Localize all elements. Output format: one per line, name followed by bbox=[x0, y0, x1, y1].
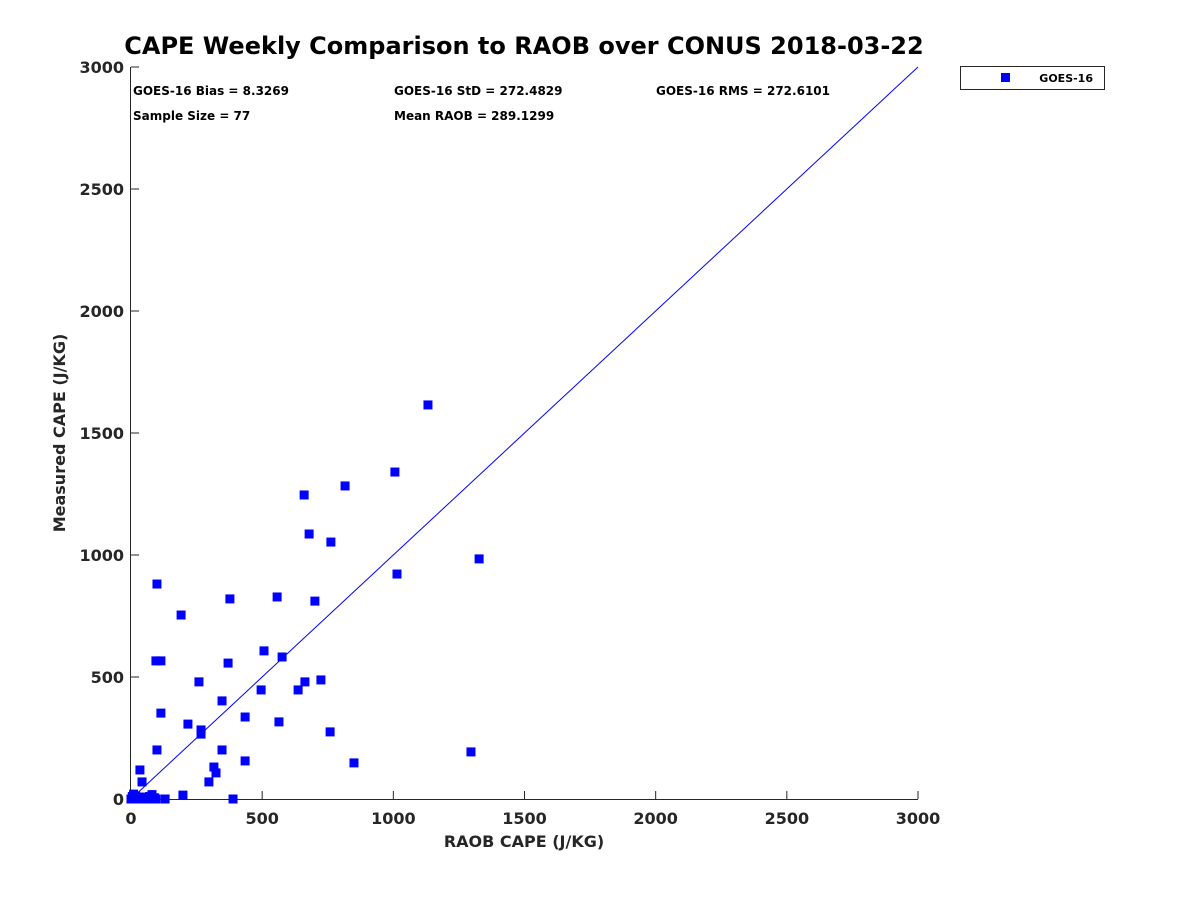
legend-label: GOES-16 bbox=[1039, 72, 1093, 85]
x-tick-label: 1500 bbox=[502, 809, 547, 828]
data-point bbox=[204, 777, 214, 787]
data-point bbox=[196, 729, 206, 739]
data-point bbox=[304, 529, 314, 539]
x-tick-label: 3000 bbox=[896, 809, 941, 828]
data-point bbox=[392, 569, 402, 579]
y-tick-label: 500 bbox=[91, 668, 124, 687]
data-point bbox=[156, 708, 166, 718]
data-point bbox=[152, 579, 162, 589]
y-tick-label: 2000 bbox=[79, 302, 124, 321]
y-tick-label: 3000 bbox=[79, 58, 124, 77]
stat-rms: GOES-16 RMS = 272.6101 bbox=[656, 84, 830, 98]
data-point bbox=[277, 652, 287, 662]
data-point bbox=[299, 490, 309, 500]
data-point bbox=[300, 677, 310, 687]
data-point bbox=[217, 696, 227, 706]
legend: GOES-16 bbox=[960, 66, 1105, 90]
data-point bbox=[151, 656, 161, 666]
stat-mean-raob: Mean RAOB = 289.1299 bbox=[394, 109, 554, 123]
data-point bbox=[240, 756, 250, 766]
data-point bbox=[390, 467, 400, 477]
data-point bbox=[349, 758, 359, 768]
data-point bbox=[223, 658, 233, 668]
stat-sample-size: Sample Size = 77 bbox=[133, 109, 250, 123]
data-point bbox=[272, 592, 282, 602]
data-point bbox=[423, 400, 433, 410]
data-point bbox=[466, 747, 476, 757]
data-points bbox=[126, 400, 484, 804]
data-point bbox=[149, 794, 159, 804]
data-point bbox=[325, 727, 335, 737]
data-point bbox=[340, 481, 350, 491]
data-point bbox=[156, 656, 166, 666]
data-point bbox=[310, 596, 320, 606]
data-point bbox=[183, 719, 193, 729]
x-tick-label: 2500 bbox=[765, 809, 810, 828]
data-point bbox=[256, 685, 266, 695]
data-point bbox=[228, 794, 238, 804]
data-point bbox=[217, 745, 227, 755]
stats-annotations: GOES-16 Bias = 8.3269 GOES-16 StD = 272.… bbox=[133, 84, 830, 123]
data-point bbox=[209, 762, 219, 772]
x-axis-label: RAOB CAPE (J/KG) bbox=[444, 832, 604, 851]
data-point bbox=[240, 712, 250, 722]
stat-std: GOES-16 StD = 272.4829 bbox=[394, 84, 563, 98]
axes: 0 500 1000 1500 2000 2500 3000 0 500 1000 1500 2000… bbox=[79, 58, 940, 828]
chart-title: CAPE Weekly Comparison to RAOB over CONU… bbox=[124, 32, 923, 60]
data-point bbox=[176, 610, 186, 620]
legend-marker bbox=[1001, 73, 1010, 82]
y-tick-label: 2500 bbox=[79, 180, 124, 199]
legend-box bbox=[960, 66, 1105, 90]
y-tick-label: 1000 bbox=[79, 546, 124, 565]
data-point bbox=[178, 790, 188, 800]
data-point bbox=[274, 717, 284, 727]
x-tick-label: 500 bbox=[245, 809, 278, 828]
y-axis-label: Measured CAPE (J/KG) bbox=[50, 334, 69, 533]
data-point bbox=[137, 777, 147, 787]
data-point bbox=[474, 554, 484, 564]
data-point bbox=[259, 646, 269, 656]
stat-bias: GOES-16 Bias = 8.3269 bbox=[133, 84, 289, 98]
x-tick-label: 1000 bbox=[371, 809, 416, 828]
data-point bbox=[316, 675, 326, 685]
data-point bbox=[211, 768, 221, 778]
data-point bbox=[160, 794, 170, 804]
data-point bbox=[225, 594, 235, 604]
one-to-one-line bbox=[130, 66, 919, 800]
y-tick-label: 1500 bbox=[79, 424, 124, 443]
x-tick-label: 0 bbox=[125, 809, 136, 828]
data-point bbox=[194, 677, 204, 687]
y-tick-label: 0 bbox=[113, 790, 124, 809]
data-point bbox=[135, 765, 145, 775]
data-point bbox=[293, 685, 303, 695]
data-point bbox=[152, 745, 162, 755]
data-point bbox=[326, 537, 336, 547]
x-tick-label: 2000 bbox=[633, 809, 678, 828]
